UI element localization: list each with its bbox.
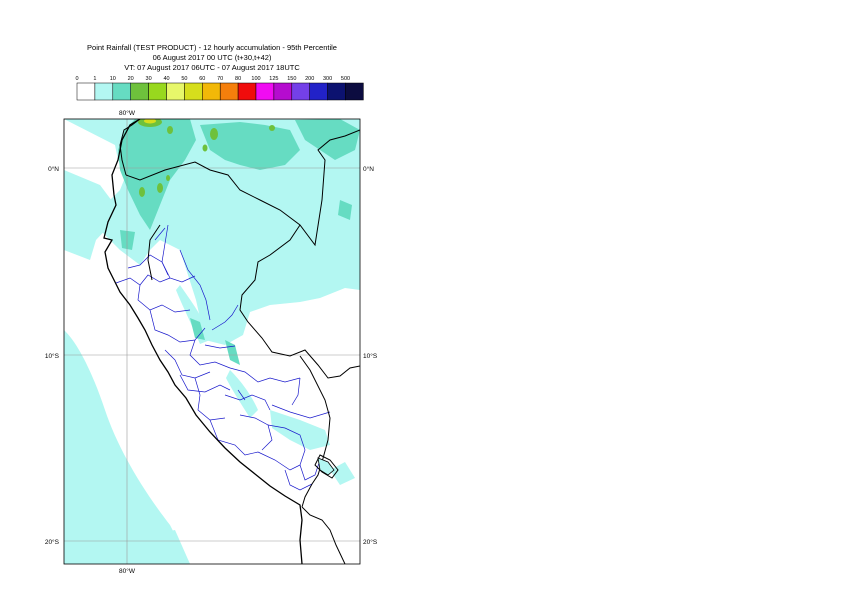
graticule — [64, 119, 360, 564]
rain-area-very-heavy — [144, 119, 156, 124]
coastline — [103, 119, 303, 564]
legend-label: 30 — [146, 76, 152, 82]
legend-label: 125 — [269, 76, 278, 82]
legend-label: 20 — [128, 76, 134, 82]
legend-label: 70 — [217, 76, 223, 82]
lat-label-20-left: 20°S — [45, 538, 60, 546]
lake-titicaca — [317, 457, 335, 476]
legend-label: 80 — [235, 76, 241, 82]
admin-boundaries — [115, 224, 331, 491]
legend-boxes — [76, 82, 364, 101]
legend-label: 500 — [341, 76, 350, 82]
legend-label: 200 — [305, 76, 314, 82]
lon-label-top: 80°W — [119, 109, 136, 117]
lat-label-0-right: 0°N — [363, 165, 374, 173]
country-borders — [119, 119, 360, 564]
legend-labels: 0 1 10 20 30 40 50 60 70 80 100 125 150 200 300 500 — [75, 76, 350, 82]
map-border — [63, 118, 361, 565]
legend-label: 60 — [199, 76, 205, 82]
lon-label-bottom: 80°W — [119, 567, 136, 575]
legend-label: 300 — [323, 76, 332, 82]
legend-label: 1 — [93, 76, 96, 82]
legend-label: 40 — [163, 76, 169, 82]
lat-label-20-right: 20°S — [363, 538, 378, 546]
lat-label-10-right: 10°S — [363, 352, 378, 360]
rain-area-medium — [118, 119, 360, 365]
map-subtitle-validity: VT: 07 August 2017 06UTC - 07 August 201… — [124, 63, 300, 72]
lat-label-0-left: 0°N — [48, 165, 59, 173]
map-title: Point Rainfall (TEST PRODUCT) - 12 hourl… — [87, 43, 337, 52]
map-subtitle-run: 06 August 2017 00 UTC (t+30,t+42) — [152, 53, 272, 62]
legend-label: 150 — [287, 76, 296, 82]
legend-label: 100 — [251, 76, 260, 82]
legend-label: 10 — [110, 76, 116, 82]
legend-label: 0 — [75, 76, 78, 82]
lat-label-10-left: 10°S — [45, 352, 60, 360]
color-legend: 0 1 10 20 30 40 50 60 70 80 100 125 150 200 300 500 — [75, 76, 364, 101]
legend-swatch — [345, 82, 364, 101]
legend-label: 50 — [181, 76, 187, 82]
